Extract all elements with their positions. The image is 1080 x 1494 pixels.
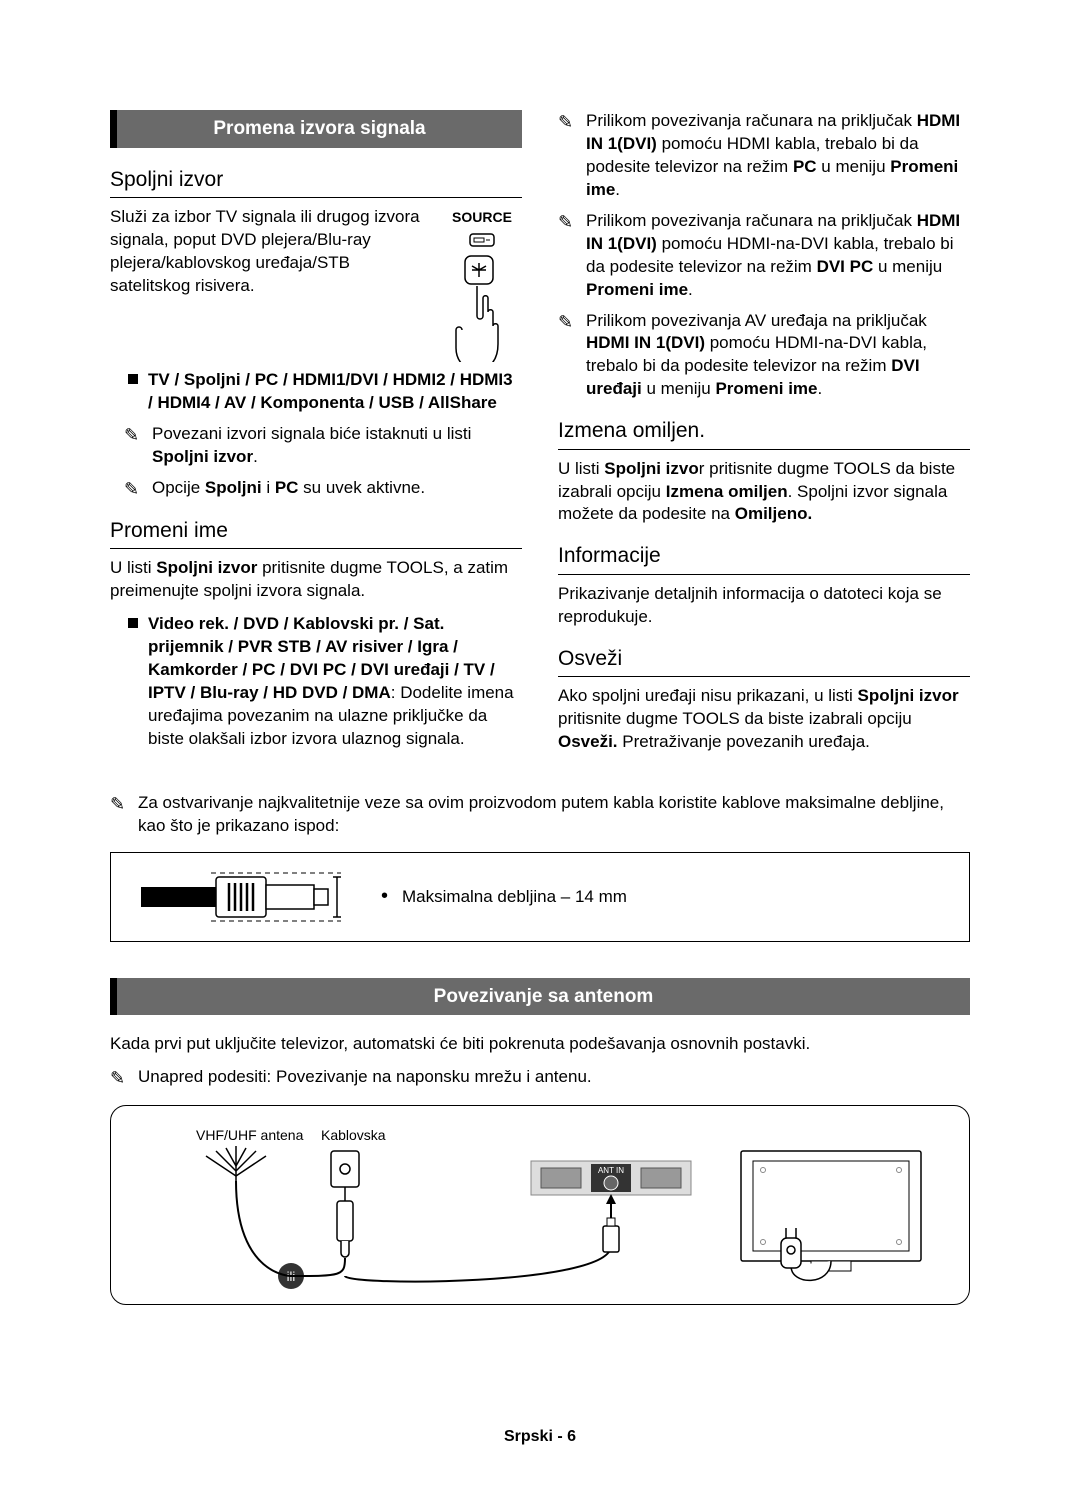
- square-bullet-icon: [128, 618, 138, 628]
- note-icon: ✎: [110, 792, 130, 838]
- t: Spoljni izvor: [152, 447, 253, 466]
- heading-osvezi: Osveži: [558, 645, 970, 677]
- t: Spoljni izvor: [156, 558, 257, 577]
- t: i: [262, 478, 275, 497]
- t: Izmena omiljen: [666, 482, 788, 501]
- cable-note-text: Za ostvarivanje najkvalitetnije veze sa …: [138, 792, 970, 838]
- heading-informacije: Informacije: [558, 542, 970, 574]
- coax-connector-icon: [337, 1187, 353, 1257]
- t: Omiljeno.: [735, 504, 812, 523]
- right-column: ✎ Prilikom povezivanja računara na prikl…: [558, 110, 970, 764]
- device-names-list: Video rek. / DVD / Kablovski pr. / Sat. …: [110, 613, 522, 751]
- antenna-intro: Kada prvi put uključite televizor, autom…: [110, 1033, 970, 1056]
- t: Promeni ime: [715, 379, 817, 398]
- note-icon: ✎: [558, 210, 578, 302]
- cable-connector-icon: [141, 871, 341, 923]
- source-list-text: TV / Spoljni / PC / HDMI1/DVI / HDMI2 / …: [148, 369, 522, 415]
- note-icon: ✎: [558, 110, 578, 202]
- t: Osveži.: [558, 732, 618, 751]
- t: Opcije: [152, 478, 205, 497]
- izmena-text: U listi Spoljni izvor pritisnite dugme T…: [558, 458, 970, 527]
- note-icon: ✎: [124, 477, 144, 501]
- cable-diagram-box: Maksimalna debljina – 14 mm: [110, 852, 970, 942]
- t: TOOLS: [834, 459, 891, 478]
- vhf-antenna-icon: [206, 1146, 266, 1181]
- tv-front-icon: [741, 1151, 921, 1271]
- t: .: [253, 447, 258, 466]
- heading-spoljni-izvor: Spoljni izvor: [110, 166, 522, 198]
- t: da biste izabrali opciju: [740, 709, 912, 728]
- note-icon: ✎: [110, 1066, 130, 1090]
- t: Povezani izvori signala biće istaknuti u…: [152, 424, 471, 443]
- source-label: SOURCE: [452, 209, 512, 225]
- t: pritisnite dugme: [257, 558, 386, 577]
- square-bullet-icon: [128, 374, 138, 384]
- t: U listi: [110, 558, 156, 577]
- t: pritisnite dugme: [558, 709, 682, 728]
- t: u meniju: [873, 257, 942, 276]
- t: PC: [793, 157, 817, 176]
- t: HDMI IN 1(DVI): [586, 333, 705, 352]
- t: u meniju: [817, 157, 891, 176]
- t: Ako spoljni uređaji nisu prikazani, u li…: [558, 686, 858, 705]
- note-icon: ✎: [124, 423, 144, 469]
- cable-outlet-icon: [331, 1151, 359, 1187]
- t: U listi: [558, 459, 604, 478]
- heading-izmena-omiljen: Izmena omiljen.: [558, 417, 970, 449]
- t: r pritisnite dugme: [699, 459, 834, 478]
- heading-promeni-ime: Promeni ime: [110, 517, 522, 549]
- t: Pretraživanje povezanih uređaja.: [618, 732, 870, 751]
- page-footer: Srpski - 6: [0, 1426, 1080, 1448]
- t: Promeni ime: [586, 280, 688, 299]
- t: Prilikom povezivanja računara na priklju…: [586, 211, 917, 230]
- informacije-text: Prikazivanje detaljnih informacija o dat…: [558, 583, 970, 629]
- source-list: TV / Spoljni / PC / HDMI1/DVI / HDMI2 / …: [110, 369, 522, 415]
- note-hdmi-dvi-device: ✎ Prilikom povezivanja AV uređaja na pri…: [558, 310, 970, 402]
- note-hdmi-dvi-pc: ✎ Prilikom povezivanja računara na prikl…: [558, 210, 970, 302]
- tv-back-panel: ANT IN: [531, 1161, 691, 1252]
- hand-press-icon: [447, 252, 517, 362]
- antenna-note-text: Unapred podesiti: Povezivanje na naponsk…: [138, 1066, 592, 1090]
- t: TOOLS: [387, 558, 444, 577]
- section-signal-title: Promena izvora signala: [110, 110, 522, 148]
- antenna-diagram-box: VHF/UHF antena Kablovska ili: [110, 1105, 970, 1305]
- t: Spoljni izvo: [604, 459, 698, 478]
- t: .: [818, 379, 823, 398]
- t: DVI PC: [817, 257, 874, 276]
- note-cable-thickness: ✎ Za ostvarivanje najkvalitetnije veze s…: [110, 792, 970, 838]
- note-connected-sources: ✎ Povezani izvori signala biće istaknuti…: [110, 423, 522, 469]
- t: Spoljni: [205, 478, 262, 497]
- note-hdmi-pc: ✎ Prilikom povezivanja računara na prikl…: [558, 110, 970, 202]
- t: Spoljni izvor: [858, 686, 959, 705]
- note-icon: ✎: [558, 310, 578, 402]
- section-antenna-title: Povezivanje sa antenom: [110, 978, 970, 1016]
- t: .: [688, 280, 693, 299]
- t: Prilikom povezivanja računara na priklju…: [586, 111, 917, 130]
- kablovska-label: Kablovska: [321, 1127, 386, 1143]
- t: su uvek aktivne.: [298, 478, 425, 497]
- t: PC: [275, 478, 299, 497]
- t: Prilikom povezivanja AV uređaja na prikl…: [586, 311, 927, 330]
- left-column: Promena izvora signala Spoljni izvor SOU…: [110, 110, 522, 764]
- t: TOOLS: [682, 709, 739, 728]
- t: .: [615, 180, 620, 199]
- ant-in-label: ANT IN: [598, 1166, 624, 1175]
- antenna-connection-diagram: VHF/UHF antena Kablovska ili: [141, 1126, 941, 1296]
- osvezi-text: Ako spoljni uređaji nisu prikazani, u li…: [558, 685, 970, 754]
- cable-max-text: Maksimalna debljina – 14 mm: [381, 883, 627, 910]
- note-always-active: ✎ Opcije Spoljni i PC su uvek aktivne.: [110, 477, 522, 501]
- vhf-label: VHF/UHF antena: [196, 1127, 304, 1143]
- promeni-intro: U listi Spoljni izvor pritisnite dugme T…: [110, 557, 522, 603]
- source-button-illustration: SOURCE: [442, 206, 522, 369]
- t: u meniju: [642, 379, 716, 398]
- note-antenna-preset: ✎ Unapred podesiti: Povezivanje na napon…: [110, 1066, 970, 1090]
